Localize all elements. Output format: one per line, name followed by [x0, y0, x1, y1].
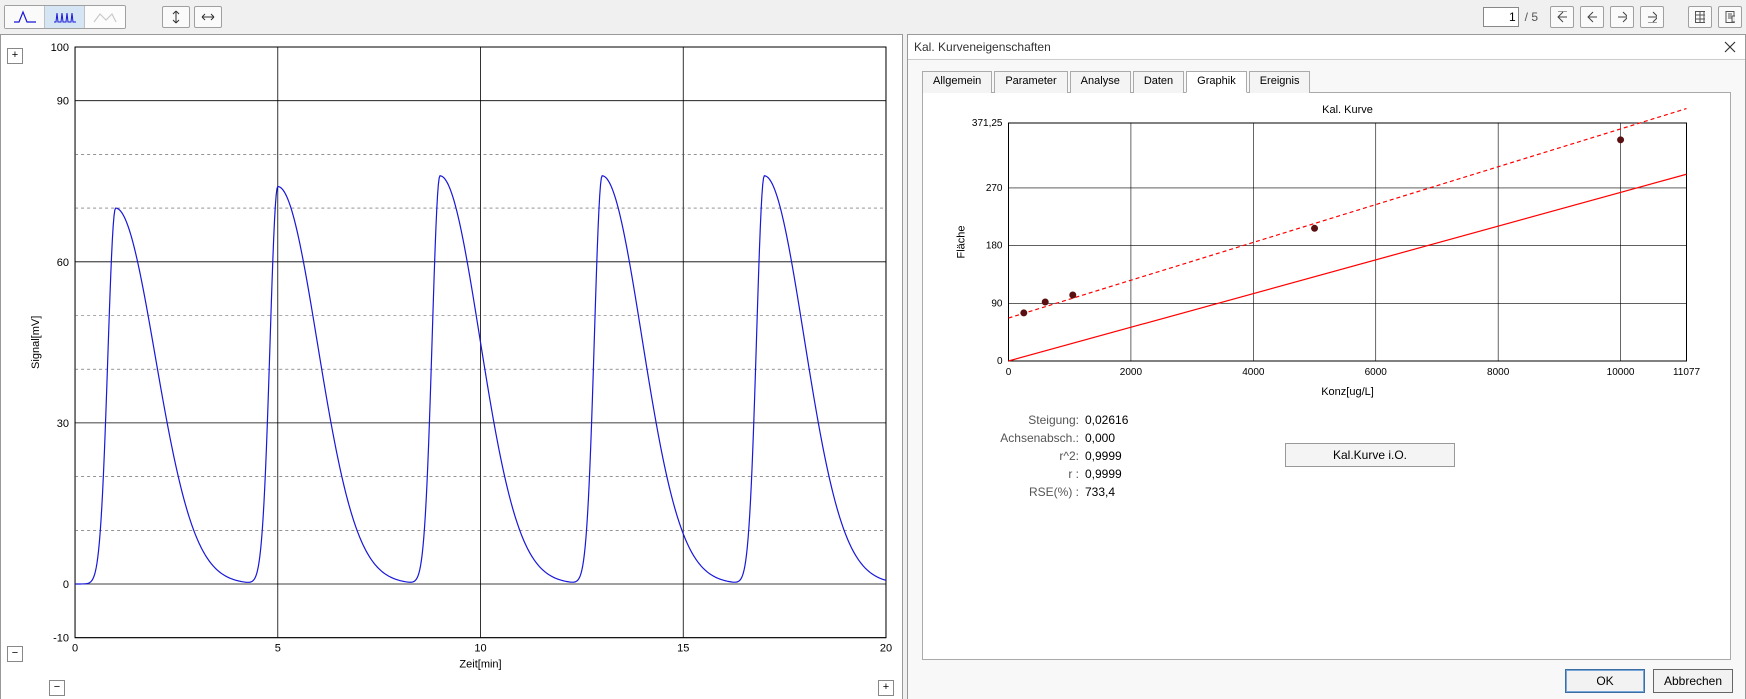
prev-page-button[interactable]: [1580, 6, 1604, 28]
svg-text:90: 90: [991, 298, 1003, 309]
svg-text:11077: 11077: [1673, 367, 1701, 378]
tab-parameter[interactable]: Parameter: [994, 71, 1067, 93]
svg-text:100: 100: [51, 42, 69, 54]
last-page-button[interactable]: [1640, 6, 1664, 28]
toolbar: / 5: [0, 0, 1746, 34]
svg-text:0: 0: [72, 643, 78, 655]
svg-text:371,25: 371,25: [972, 118, 1003, 129]
tab-graphik[interactable]: Graphik: [1186, 71, 1247, 93]
pager-current-input[interactable]: [1483, 7, 1519, 27]
hscale-button[interactable]: [194, 6, 222, 28]
chromatogram-panel: + − − + 05101520-100306090100Signal[mV]Z…: [0, 34, 903, 699]
chromatogram-chart: 05101520-100306090100Signal[mV]Zeit[min]: [25, 41, 896, 672]
svg-text:15: 15: [677, 643, 689, 655]
x-collapse-button[interactable]: −: [49, 680, 65, 696]
tab-daten[interactable]: Daten: [1133, 71, 1184, 93]
calibration-chart: Kal. Kurve 0 2000 4000 6000 8000 10000 11077 0 90…: [935, 101, 1718, 401]
svg-text:10000: 10000: [1607, 367, 1635, 378]
tab-ereignis[interactable]: Ereignis: [1249, 71, 1311, 93]
chart-mode-group: [4, 5, 126, 29]
svg-text:Signal[mV]: Signal[mV]: [30, 316, 42, 369]
ok-button[interactable]: OK: [1565, 669, 1645, 693]
intercept-value: 0,000: [1085, 431, 1165, 445]
first-page-button[interactable]: [1550, 6, 1574, 28]
calibration-dialog: Kal. Kurveneigenschaften AllgemeinParame…: [907, 34, 1746, 699]
svg-text:60: 60: [57, 257, 69, 269]
stats-grid: Steigung: 0,02616 Achsenabsch.: 0,000 r^…: [975, 413, 1165, 499]
slope-value: 0,02616: [1085, 413, 1165, 427]
svg-text:0: 0: [63, 579, 69, 591]
tab-graphik-content: Kal. Kurve 0 2000 4000 6000 8000 10000 11077 0 90…: [922, 92, 1731, 660]
svg-text:0: 0: [997, 356, 1003, 367]
svg-text:6000: 6000: [1365, 367, 1388, 378]
svg-text:8000: 8000: [1487, 367, 1510, 378]
single-peak-mode-button[interactable]: [5, 6, 45, 28]
r-label: r :: [975, 467, 1085, 481]
y-collapse-button[interactable]: −: [7, 646, 23, 662]
cancel-button[interactable]: Abbrechen: [1653, 669, 1733, 693]
report-view-button[interactable]: [1718, 6, 1742, 28]
rse-value: 733,4: [1085, 485, 1165, 499]
svg-text:90: 90: [57, 96, 69, 108]
r-value: 0,9999: [1085, 467, 1165, 481]
slope-label: Steigung:: [975, 413, 1085, 427]
svg-text:30: 30: [57, 418, 69, 430]
tab-allgemein[interactable]: Allgemein: [922, 71, 992, 93]
svg-text:Kal. Kurve: Kal. Kurve: [1322, 104, 1373, 116]
y-expand-button[interactable]: +: [7, 48, 23, 64]
r2-label: r^2:: [975, 449, 1085, 463]
svg-text:10: 10: [474, 643, 486, 655]
multi-peak-mode-button[interactable]: [45, 6, 85, 28]
r2-value: 0,9999: [1085, 449, 1165, 463]
svg-text:-10: -10: [53, 633, 69, 645]
next-page-button[interactable]: [1610, 6, 1634, 28]
svg-text:270: 270: [986, 183, 1003, 194]
table-view-button[interactable]: [1688, 6, 1712, 28]
svg-text:Zeit[min]: Zeit[min]: [459, 659, 501, 671]
dialog-title: Kal. Kurveneigenschaften: [914, 40, 1721, 54]
tab-analyse[interactable]: Analyse: [1070, 71, 1131, 93]
intercept-label: Achsenabsch.:: [975, 431, 1085, 445]
svg-text:20: 20: [880, 643, 892, 655]
dialog-footer: OK Abbrechen: [908, 660, 1745, 699]
close-icon[interactable]: [1721, 38, 1739, 56]
overlay-mode-button: [85, 6, 125, 28]
svg-text:5: 5: [275, 643, 281, 655]
dialog-titlebar: Kal. Kurveneigenschaften: [908, 35, 1745, 60]
svg-text:Konz[ug/L]: Konz[ug/L]: [1321, 386, 1374, 398]
svg-text:2000: 2000: [1120, 367, 1143, 378]
svg-text:4000: 4000: [1242, 367, 1265, 378]
kal-kurve-ok-button[interactable]: Kal.Kurve i.O.: [1285, 443, 1455, 467]
vscale-button[interactable]: [162, 6, 190, 28]
x-expand-button[interactable]: +: [878, 680, 894, 696]
svg-text:180: 180: [986, 241, 1003, 252]
svg-text:Fläche: Fläche: [956, 225, 968, 258]
svg-text:0: 0: [1006, 367, 1012, 378]
pager-total-label: / 5: [1525, 10, 1538, 24]
dialog-tabs: AllgemeinParameterAnalyseDatenGraphikEre…: [922, 70, 1731, 92]
rse-label: RSE(%) :: [975, 485, 1085, 499]
